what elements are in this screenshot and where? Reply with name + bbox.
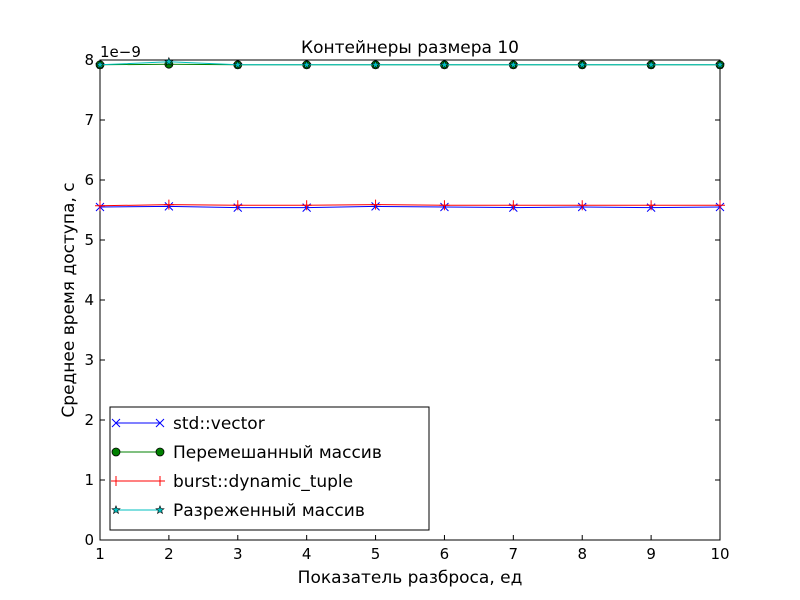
- series-3-point: [439, 59, 450, 69]
- legend-marker: [111, 418, 121, 428]
- series-3-point: [715, 59, 725, 69]
- legend-label: Разреженный массив: [173, 501, 365, 521]
- chart-title: Контейнеры размера 10: [301, 38, 519, 58]
- x-tick-label: 7: [509, 545, 519, 563]
- legend-marker: [155, 504, 165, 515]
- legend-marker: [111, 476, 121, 486]
- series-2-point: [439, 200, 450, 211]
- series-2-point: [370, 199, 381, 210]
- x-tick-label: 5: [371, 545, 381, 563]
- legend-marker: [155, 476, 165, 486]
- series-2-point: [646, 200, 657, 211]
- y-tick-label: 1: [84, 471, 94, 489]
- x-tick-label: 1: [95, 545, 105, 563]
- x-tick-label: 10: [710, 545, 729, 563]
- y-tick-label: 6: [84, 171, 94, 189]
- series-2-point: [577, 200, 588, 211]
- x-tick-label: 8: [577, 545, 587, 563]
- legend-marker: [155, 418, 165, 428]
- y-multiplier-label: 1e−9: [100, 43, 141, 61]
- y-tick-label: 5: [84, 231, 94, 249]
- series-3-point: [508, 59, 519, 69]
- legend-marker: [155, 447, 165, 457]
- legend-box: [109, 406, 430, 531]
- y-tick-label: 4: [84, 291, 94, 309]
- series-3-point: [646, 59, 656, 69]
- series-2-point: [232, 200, 243, 211]
- y-axis-label: Среднее время доступа, с: [59, 182, 79, 417]
- legend-marker: [111, 447, 121, 457]
- legend-label: std::vector: [173, 414, 265, 434]
- legend-marker: [111, 504, 121, 515]
- y-tick-label: 7: [84, 111, 94, 129]
- y-tick-label: 8: [84, 51, 94, 69]
- x-tick-label: 6: [440, 545, 450, 563]
- y-tick-label: 2: [84, 411, 94, 429]
- series-3-point: [232, 59, 243, 69]
- series-3-point: [95, 59, 105, 69]
- x-tick-label: 4: [302, 545, 312, 563]
- series-2-point: [301, 200, 312, 211]
- series-line-3: [99, 61, 720, 66]
- y-tick-label: 3: [84, 351, 94, 369]
- series-3-point: [370, 59, 381, 69]
- series-3-point: [164, 56, 174, 66]
- series-3-point: [301, 59, 312, 69]
- x-tick-label: 3: [233, 545, 243, 563]
- series-2-point: [95, 200, 105, 211]
- x-tick-label: 2: [164, 545, 174, 563]
- x-axis-label: Показатель разброса, ед: [298, 568, 523, 588]
- series-line-2: [99, 204, 720, 207]
- series-2-point: [715, 200, 725, 211]
- series-line-0: [99, 205, 721, 209]
- series-3-point: [577, 59, 588, 69]
- y-tick-label: 0: [84, 531, 94, 549]
- legend-label: Перемешанный массив: [173, 443, 382, 463]
- legend-label: burst::dynamic_tuple: [173, 472, 353, 492]
- series-2-point: [163, 199, 174, 210]
- series-2-point: [508, 200, 519, 211]
- x-tick-label: 9: [646, 545, 656, 563]
